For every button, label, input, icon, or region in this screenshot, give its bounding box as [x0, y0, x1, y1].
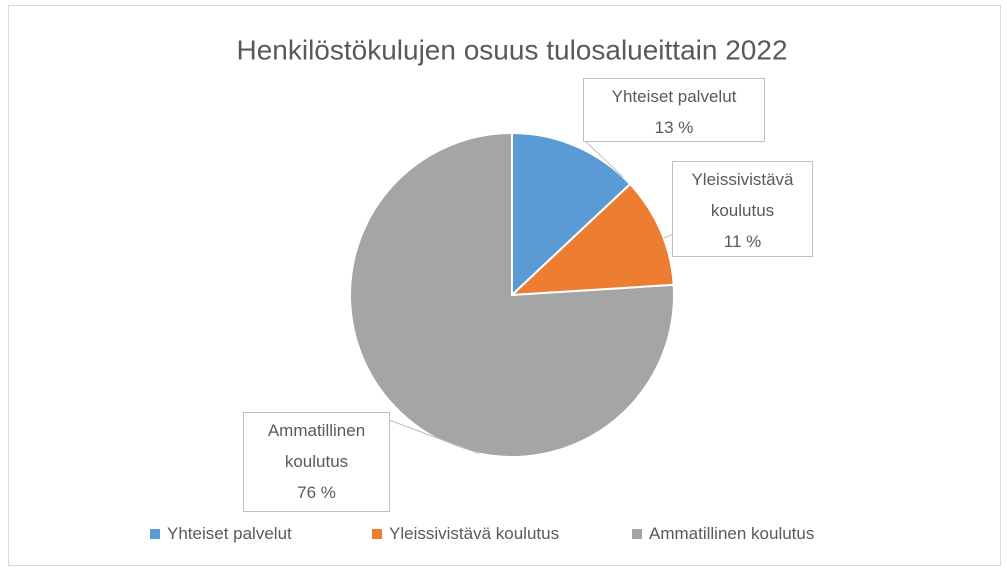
leader-line [388, 419, 480, 455]
legend-item: Yleissivistävä koulutus [372, 524, 559, 544]
data-label: Ammatillinen koulutus 76 % [243, 412, 390, 512]
data-label-value: 76 % [297, 483, 336, 502]
leader-line [584, 140, 624, 178]
chart-title: Henkilöstökulujen osuus tulosalueittain … [236, 34, 787, 65]
legend-label: Ammatillinen koulutus [649, 524, 815, 543]
data-label-value: 11 % [723, 232, 762, 251]
pie-slice [509, 182, 675, 297]
legend-swatch [372, 529, 382, 539]
legend-label: Yhteiset palvelut [167, 524, 292, 543]
legend-label: Yleissivistävä koulutus [389, 524, 560, 543]
data-label-category: Yhteiset palvelut [611, 87, 737, 106]
legend-swatch [632, 529, 642, 539]
leader-line [663, 233, 674, 239]
pie-slice [511, 131, 632, 298]
legend-swatch [150, 529, 160, 539]
legend-item: Yhteiset palvelut [150, 524, 292, 544]
data-label-category: Yleissivistävä koulutus [691, 170, 794, 220]
legend-item: Ammatillinen koulutus [632, 524, 814, 544]
data-label-category: Ammatillinen koulutus [267, 421, 366, 471]
data-label-value: 13 % [654, 118, 694, 137]
data-label: Yleissivistävä koulutus 11 % [672, 161, 813, 257]
data-label: Yhteiset palvelut 13 % [583, 78, 765, 142]
pie-slice [349, 131, 675, 458]
